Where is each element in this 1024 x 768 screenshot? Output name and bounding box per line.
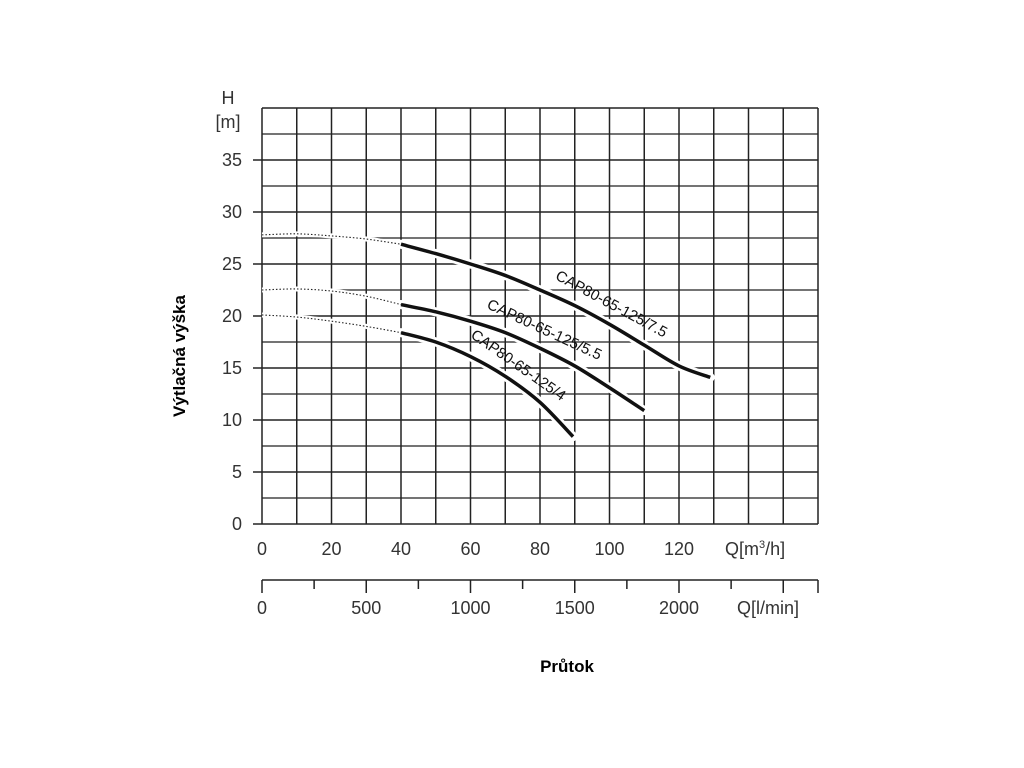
y-tick-label: 30 [222,202,242,222]
x-tick-label: 80 [530,539,550,559]
y-tick-label: 20 [222,306,242,326]
x-tick-label: 20 [321,539,341,559]
y-axis-label: Výtlačná výška [170,294,189,416]
lower-flow-axis: 0 500 1000 1500 2000 [257,579,819,618]
y-tick-label: 35 [222,150,242,170]
x-tick-label: 120 [664,539,694,559]
x-tick-label: 0 [257,539,267,559]
y-axis-unit: [m] [216,112,241,132]
x2-tick-label: 1500 [555,598,595,618]
y-tick-label: 5 [232,462,242,482]
series-2-dotted-line [261,288,402,306]
series-1-dotted-line [261,233,402,245]
y-tick-label: 15 [222,358,242,378]
x-axis-unit-m3h: Q[m3/h] [725,539,785,559]
series-3-line [400,330,575,438]
series-3: CAP80-65-125/4 [261,312,578,442]
y-axis-symbol: H [222,88,235,108]
x-tick-label: 60 [460,539,480,559]
x2-tick-label: 2000 [659,598,699,618]
y-tick-label: 10 [222,410,242,430]
x-tick-label: 40 [391,539,411,559]
y-tick-label: 25 [222,254,242,274]
x2-tick-label: 0 [257,598,267,618]
y-tick-label: 0 [232,514,242,534]
x-axis-label: Průtok [540,657,594,676]
x2-tick-label: 500 [351,598,381,618]
x2-tick-label: 1000 [450,598,490,618]
x-axis-unit-lmin: Q[l/min] [737,598,799,618]
series-2-line [400,302,646,413]
series-3-dotted-line [261,314,402,334]
series-1-line [400,242,711,380]
x-tick-label: 100 [594,539,624,559]
chart-grid: 0 5 10 15 20 25 30 35 0 20 40 60 80 100 120 [222,107,819,559]
chart-labels: H [m] Q[m3/h] Q[l/min] Výtlačná výška Pr… [170,88,799,676]
